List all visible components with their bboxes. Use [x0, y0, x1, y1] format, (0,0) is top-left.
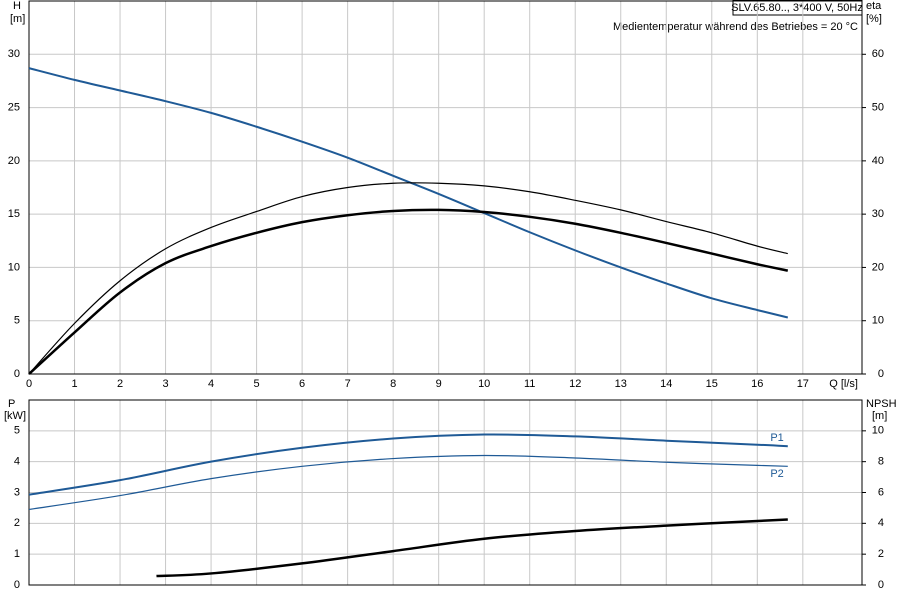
x-tick-label: 14 [660, 378, 672, 390]
y-tick-label: 20 [8, 155, 20, 167]
curve [28, 182, 788, 375]
x-tick-label: 11 [524, 378, 535, 390]
x-tick-label: 12 [569, 378, 581, 390]
y-tick-label: 1 [14, 548, 20, 560]
x-tick-label: 0 [26, 378, 32, 390]
plot-frame [28, 0, 863, 375]
x-tick-label: 3 [162, 378, 168, 390]
curve [28, 208, 789, 375]
y2-tick-label: 2 [878, 548, 884, 560]
y-tick-label: 5 [14, 315, 20, 327]
y2-unit: [%] [866, 13, 882, 25]
annotation: Medientemperatur während des Betriebes =… [613, 21, 858, 33]
x-tick-label: 4 [208, 378, 214, 390]
y2-tick-label: 30 [872, 208, 884, 220]
x-tick-label: 9 [436, 378, 442, 390]
y2-tick-label: 8 [878, 456, 884, 468]
y2-unit: [m] [872, 410, 887, 422]
y2-label: eta [866, 0, 882, 12]
y-tick-label: 2 [14, 517, 20, 529]
y2-tick-label: 60 [872, 48, 884, 60]
x-tick-label: 13 [615, 378, 627, 390]
curve [28, 433, 788, 496]
x-tick-label: 5 [254, 378, 260, 390]
y2-tick-label: 0 [878, 368, 884, 380]
y2-tick-label: 4 [878, 517, 884, 529]
y-tick-label: 25 [8, 101, 20, 113]
y-label: H [13, 0, 21, 12]
y-tick-label: 0 [14, 368, 20, 380]
y2-tick-label: 6 [878, 486, 884, 498]
x-tick-label: 10 [478, 378, 490, 390]
x-tick-label: 1 [71, 378, 77, 390]
y-tick-label: 0 [14, 579, 20, 591]
curve [156, 518, 788, 578]
curve-label: P1 [770, 432, 783, 444]
y-tick-label: 4 [14, 456, 20, 468]
y2-label: NPSH [866, 398, 897, 410]
y2-tick-label: 20 [872, 261, 884, 273]
y2-tick-label: 0 [878, 579, 884, 591]
y-tick-label: 30 [8, 48, 20, 60]
y-tick-label: 5 [14, 425, 20, 437]
y2-tick-label: 50 [872, 101, 884, 113]
curve-label: P2 [770, 468, 783, 480]
x-tick-label: 16 [751, 378, 763, 390]
y-label: P [8, 398, 15, 410]
y2-tick-label: 40 [872, 155, 884, 167]
x-tick-label: 2 [117, 378, 123, 390]
x-tick-label: 6 [299, 378, 305, 390]
y-tick-label: 10 [8, 261, 20, 273]
curve [28, 454, 788, 511]
chart-title: SLV.65.80.., 3*400 V, 50Hz [731, 2, 863, 14]
x-tick-label: 15 [706, 378, 718, 390]
y-tick-label: 3 [14, 486, 20, 498]
x-tick-label: 17 [797, 378, 809, 390]
y-tick-label: 15 [8, 208, 20, 220]
curve [28, 67, 789, 319]
y2-tick-label: 10 [872, 315, 884, 327]
x-tick-label: 8 [390, 378, 396, 390]
y-unit: [m] [10, 13, 25, 25]
y2-tick-label: 10 [872, 425, 884, 437]
x-tick-label: 7 [345, 378, 351, 390]
x-label: Q [l/s] [829, 378, 858, 390]
y-unit: [kW] [4, 410, 26, 422]
